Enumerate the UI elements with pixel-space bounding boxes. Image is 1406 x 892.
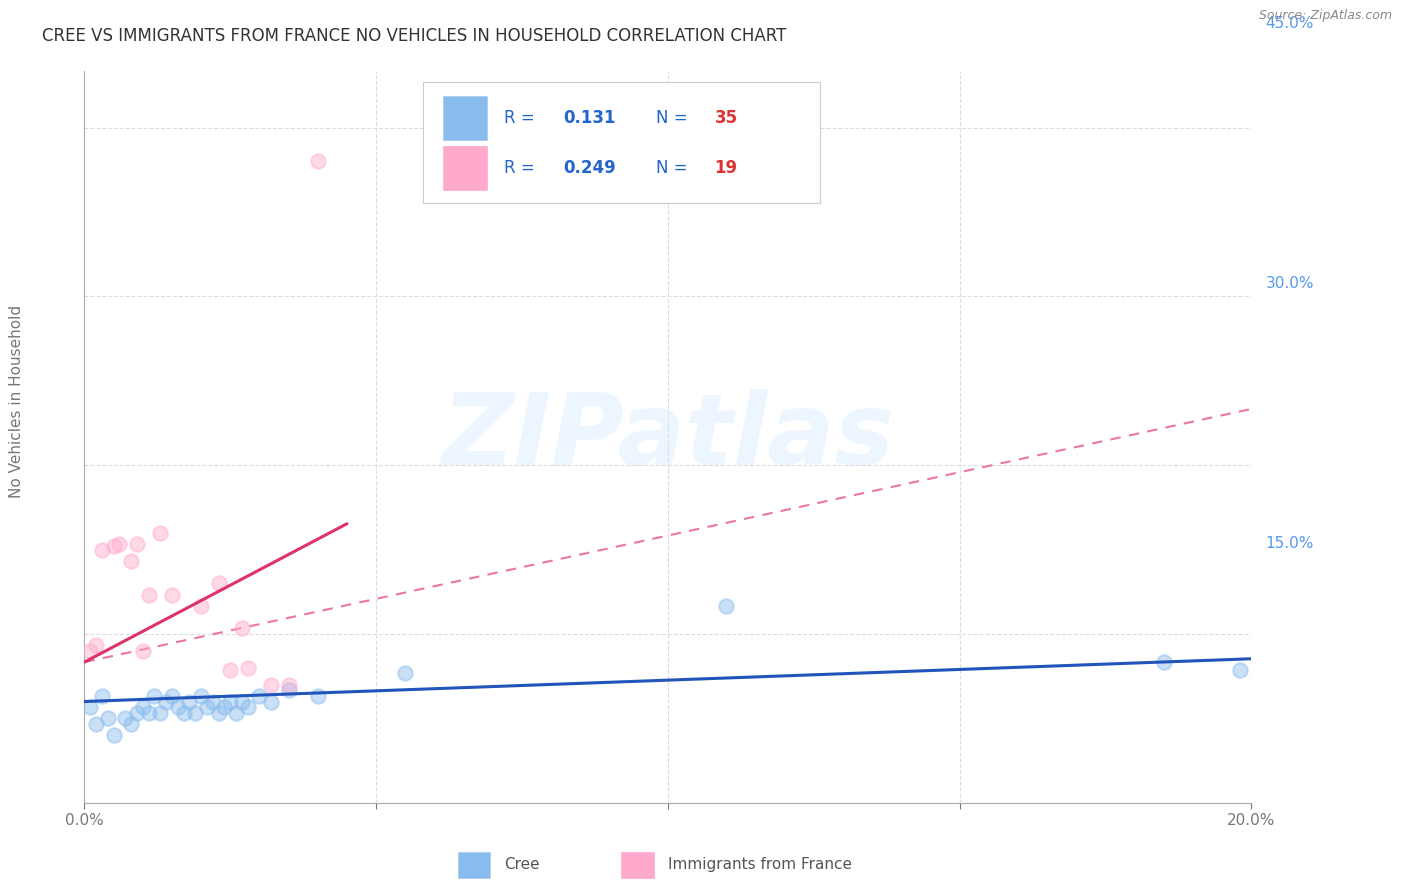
Point — [90, 542, 112, 557]
Point — [236, 661, 259, 675]
Text: Source: ZipAtlas.com: Source: ZipAtlas.com — [1258, 9, 1392, 22]
Point — [132, 644, 155, 658]
Point — [114, 711, 136, 725]
Point — [149, 525, 172, 540]
Text: 45.0%: 45.0% — [1265, 16, 1313, 31]
Point — [260, 694, 283, 708]
Point — [190, 599, 212, 613]
Point — [108, 537, 131, 551]
FancyBboxPatch shape — [423, 82, 820, 203]
Point — [103, 728, 125, 742]
Text: R =: R = — [505, 159, 540, 177]
Point — [120, 554, 142, 568]
Point — [214, 700, 236, 714]
Text: CREE VS IMMIGRANTS FROM FRANCE NO VEHICLES IN HOUSEHOLD CORRELATION CHART: CREE VS IMMIGRANTS FROM FRANCE NO VEHICL… — [42, 27, 786, 45]
Text: ZIPatlas: ZIPatlas — [441, 389, 894, 485]
Text: Immigrants from France: Immigrants from France — [668, 857, 852, 872]
Text: 19: 19 — [714, 159, 738, 177]
Point — [307, 689, 329, 703]
Text: 0.131: 0.131 — [562, 109, 616, 127]
Point — [79, 700, 101, 714]
Point — [231, 694, 253, 708]
Point — [195, 700, 218, 714]
Text: N =: N = — [657, 109, 693, 127]
Text: 0.249: 0.249 — [562, 159, 616, 177]
Point — [394, 666, 416, 681]
Point — [138, 706, 160, 720]
Point — [184, 706, 207, 720]
Point — [149, 706, 172, 720]
Point — [143, 689, 166, 703]
Point — [160, 588, 183, 602]
Point — [79, 644, 101, 658]
Point — [207, 706, 229, 720]
Point — [236, 700, 259, 714]
Point — [138, 588, 160, 602]
Point — [201, 694, 224, 708]
Point — [219, 663, 242, 677]
Point — [97, 711, 120, 725]
FancyBboxPatch shape — [443, 95, 486, 140]
Point — [125, 706, 148, 720]
Point — [207, 576, 229, 591]
Point — [260, 678, 283, 692]
Point — [84, 717, 107, 731]
Point — [132, 700, 155, 714]
Point — [155, 694, 177, 708]
Text: 15.0%: 15.0% — [1265, 535, 1313, 550]
FancyBboxPatch shape — [458, 852, 491, 878]
Point — [225, 706, 247, 720]
Text: 35: 35 — [714, 109, 738, 127]
Point — [247, 689, 270, 703]
Point — [219, 694, 242, 708]
Point — [103, 539, 125, 553]
Text: R =: R = — [505, 109, 540, 127]
Point — [120, 717, 142, 731]
Point — [277, 683, 299, 698]
Point — [166, 700, 188, 714]
Text: N =: N = — [657, 159, 693, 177]
Text: No Vehicles in Household: No Vehicles in Household — [10, 305, 24, 498]
Point — [179, 694, 201, 708]
Point — [714, 599, 737, 613]
Point — [84, 638, 107, 652]
Point — [90, 689, 112, 703]
Text: Cree: Cree — [505, 857, 540, 872]
Point — [173, 706, 195, 720]
Point — [160, 689, 183, 703]
Point — [190, 689, 212, 703]
Point — [307, 154, 329, 169]
Point — [1229, 663, 1251, 677]
Point — [1153, 655, 1175, 669]
Text: 30.0%: 30.0% — [1265, 276, 1313, 291]
Point — [231, 621, 253, 635]
Point — [125, 537, 148, 551]
Point — [277, 678, 299, 692]
FancyBboxPatch shape — [621, 852, 654, 878]
FancyBboxPatch shape — [443, 145, 486, 190]
